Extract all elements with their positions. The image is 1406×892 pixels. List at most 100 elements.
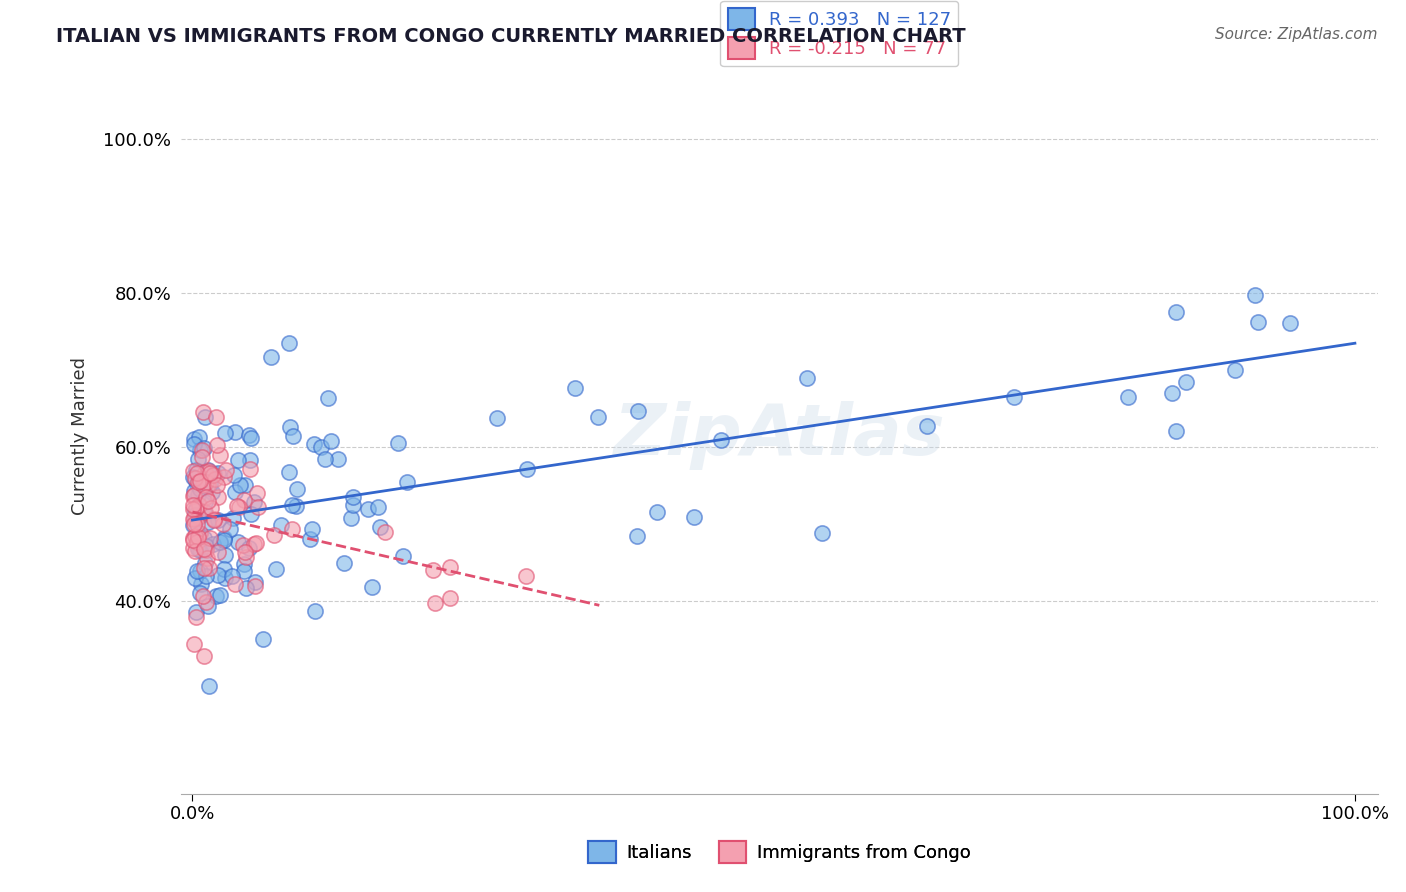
Point xyxy=(184,610,207,624)
Point xyxy=(197,463,219,477)
Point xyxy=(235,581,257,595)
Point xyxy=(515,569,537,583)
Point xyxy=(181,541,204,556)
Point xyxy=(183,516,205,531)
Point xyxy=(186,517,208,532)
Point xyxy=(205,590,228,604)
Point xyxy=(183,464,205,478)
Point xyxy=(516,462,538,476)
Point xyxy=(207,466,229,480)
Point xyxy=(222,467,245,482)
Point xyxy=(181,531,204,545)
Point xyxy=(202,513,225,527)
Point xyxy=(184,529,207,543)
Point xyxy=(1174,376,1197,390)
Point xyxy=(186,466,208,480)
Y-axis label: Currently Married: Currently Married xyxy=(72,357,89,515)
Point xyxy=(205,409,228,424)
Point xyxy=(278,420,301,434)
Point xyxy=(287,482,309,496)
Point xyxy=(197,516,219,530)
Point xyxy=(239,452,262,467)
Point xyxy=(1002,390,1025,404)
Point xyxy=(195,551,218,566)
Point xyxy=(215,463,238,477)
Point xyxy=(281,523,304,537)
Point xyxy=(233,557,256,571)
Point xyxy=(588,409,610,424)
Point xyxy=(183,432,205,446)
Point xyxy=(195,594,218,608)
Point xyxy=(360,580,382,594)
Point xyxy=(1225,363,1247,377)
Point xyxy=(207,438,229,452)
Point xyxy=(194,410,217,425)
Point xyxy=(188,475,211,489)
Point xyxy=(304,436,326,450)
Point xyxy=(280,498,302,512)
Point xyxy=(183,511,205,525)
Point xyxy=(188,498,211,512)
Point xyxy=(198,464,221,478)
Point xyxy=(194,539,217,553)
Point xyxy=(316,391,339,405)
Point xyxy=(193,494,215,508)
Point xyxy=(184,571,207,585)
Point xyxy=(181,533,204,548)
Point xyxy=(184,471,207,485)
Point xyxy=(186,534,208,549)
Point xyxy=(1166,424,1188,438)
Point xyxy=(197,494,219,508)
Point xyxy=(198,679,221,693)
Point xyxy=(191,589,214,603)
Point xyxy=(368,520,391,534)
Point xyxy=(228,535,250,549)
Point xyxy=(187,530,209,544)
Point xyxy=(238,541,260,556)
Point xyxy=(198,561,221,575)
Point xyxy=(198,531,221,545)
Point xyxy=(214,571,236,585)
Point xyxy=(202,468,225,483)
Point xyxy=(181,502,204,516)
Point xyxy=(212,470,235,484)
Point xyxy=(374,524,396,539)
Point xyxy=(225,499,247,513)
Point xyxy=(194,465,217,479)
Point xyxy=(391,549,413,563)
Point xyxy=(202,512,225,526)
Point xyxy=(214,426,236,441)
Point xyxy=(232,564,254,578)
Point xyxy=(319,434,342,449)
Point xyxy=(260,351,283,365)
Point xyxy=(367,500,389,515)
Point xyxy=(198,466,221,480)
Point xyxy=(194,475,217,490)
Point xyxy=(188,526,211,541)
Point xyxy=(205,477,228,491)
Point xyxy=(188,430,211,444)
Point xyxy=(339,511,361,525)
Point xyxy=(270,518,292,533)
Point xyxy=(298,532,321,546)
Point xyxy=(235,550,257,565)
Point xyxy=(278,466,301,480)
Point xyxy=(209,448,232,462)
Point xyxy=(309,440,332,454)
Point xyxy=(195,542,218,557)
Point xyxy=(191,450,214,464)
Point xyxy=(239,462,262,476)
Point xyxy=(187,488,209,502)
Point xyxy=(188,586,211,600)
Point xyxy=(627,404,650,418)
Point xyxy=(328,452,350,467)
Point xyxy=(194,505,217,519)
Legend: Italians, Immigrants from Congo: Italians, Immigrants from Congo xyxy=(581,834,977,871)
Text: ZipAtlas: ZipAtlas xyxy=(613,401,945,470)
Point xyxy=(207,491,229,505)
Point xyxy=(195,490,218,504)
Point xyxy=(187,451,209,466)
Point xyxy=(252,632,274,647)
Point xyxy=(193,405,215,419)
Point xyxy=(228,500,250,514)
